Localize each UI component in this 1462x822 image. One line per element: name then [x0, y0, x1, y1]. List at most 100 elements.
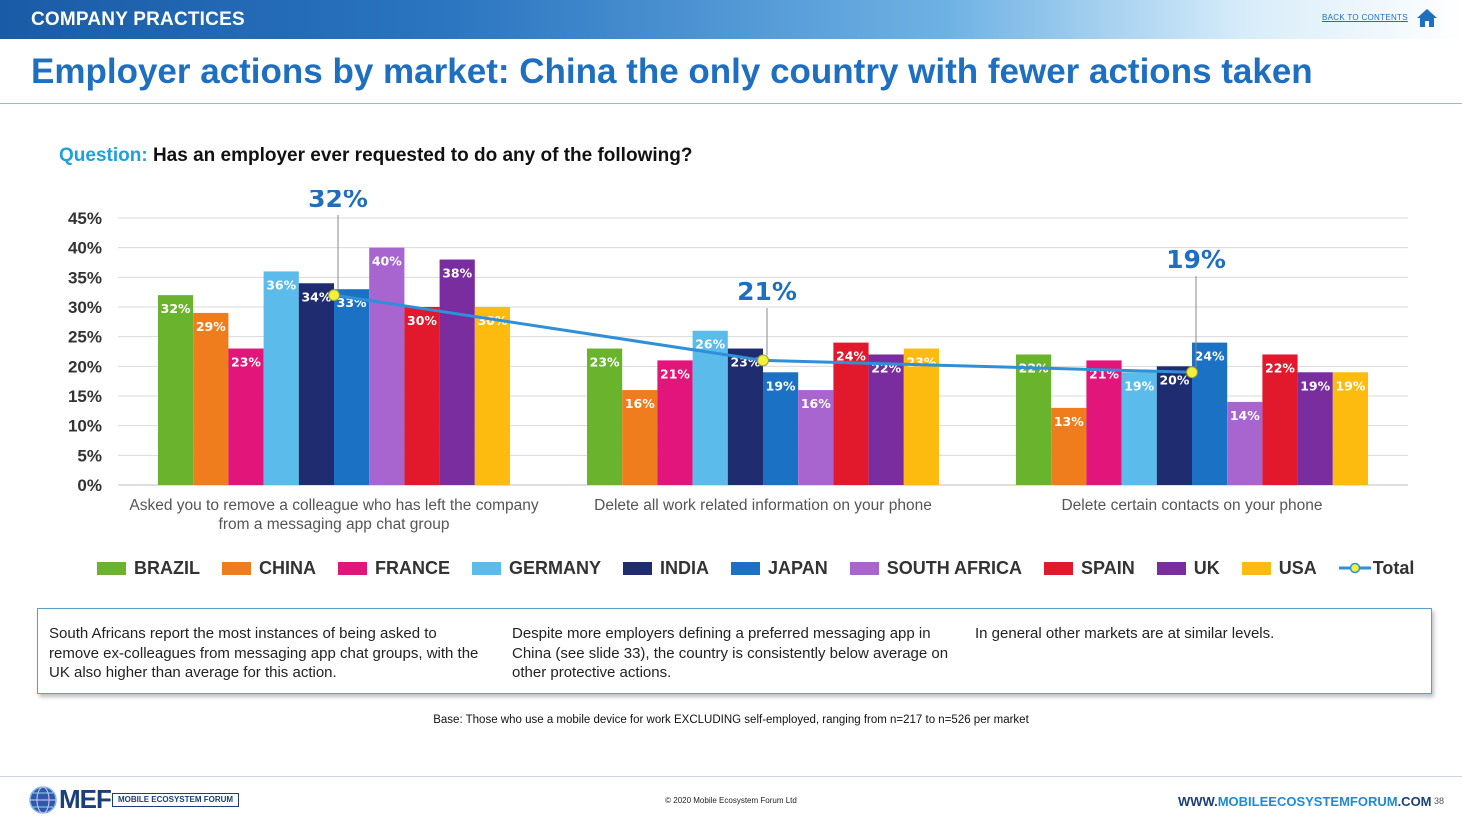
- y-tick-label: 25%: [68, 328, 102, 347]
- legend-swatch: [338, 561, 367, 575]
- legend-label: SPAIN: [1081, 557, 1135, 578]
- legend-swatch: [472, 561, 501, 575]
- y-tick-label: 30%: [68, 298, 102, 317]
- url-highlight: MOBILEECOSYSTEMFORUM: [1217, 794, 1398, 809]
- legend-swatch: [1241, 561, 1271, 575]
- bar: [692, 330, 728, 485]
- bar: [1086, 360, 1122, 485]
- total-point: [757, 354, 769, 367]
- bar: [587, 348, 623, 485]
- bar-value-label: 22%: [1265, 360, 1295, 375]
- copyright: © 2020 Mobile Ecosystem Forum Ltd: [665, 796, 797, 805]
- bar-value-label: 16%: [801, 396, 831, 411]
- bar: [1051, 407, 1087, 485]
- legend-label: JAPAN: [768, 557, 828, 578]
- footer-url[interactable]: WWW.MOBILEECOSYSTEMFORUM.COM: [1178, 794, 1432, 809]
- mef-globe-logo: [29, 786, 57, 814]
- bar-value-label: 23%: [231, 355, 261, 370]
- bar-value-label: 21%: [660, 366, 690, 381]
- bar: [298, 283, 334, 485]
- category-label: Delete certain contacts on your phone: [1061, 497, 1322, 514]
- y-tick-label: 0%: [77, 476, 102, 495]
- legend-label: USA: [1278, 557, 1317, 578]
- base-note: Base: Those who use a mobile device for …: [433, 714, 1029, 726]
- total-value-label: 32%: [308, 190, 368, 213]
- page-title: Employer actions by market: China the on…: [31, 52, 1313, 91]
- bar: [369, 247, 405, 485]
- bar-value-label: 23%: [590, 355, 620, 370]
- y-tick-label: 35%: [68, 268, 102, 287]
- legend-swatch: [97, 561, 126, 575]
- bar: [1262, 354, 1298, 485]
- bar: [622, 390, 658, 485]
- legend-item: BRAZIL: [97, 558, 200, 579]
- bar: [193, 312, 229, 485]
- legend-swatch: [1156, 561, 1186, 575]
- bar: [657, 360, 693, 485]
- y-tick-label: 5%: [77, 446, 102, 465]
- section-title: COMPANY PRACTICES: [31, 9, 245, 30]
- footer-logo-text: MEF: [59, 784, 112, 814]
- legend-item: USA: [1241, 557, 1317, 579]
- legend-item: UK: [1156, 558, 1220, 579]
- y-tick-label: 20%: [68, 357, 102, 376]
- bar-value-label: 19%: [1300, 378, 1330, 393]
- y-tick-label: 40%: [68, 239, 102, 258]
- bar-value-label: 36%: [266, 277, 296, 292]
- bar: [158, 295, 194, 485]
- legend-item: GERMANY: [472, 558, 601, 579]
- bar-value-label: 32%: [161, 301, 191, 316]
- legend-item: SPAIN: [1044, 558, 1135, 579]
- bar-value-label: 19%: [766, 378, 796, 393]
- total-point: [1186, 366, 1198, 379]
- insight-text: South Africans report the most instances…: [49, 625, 479, 681]
- y-tick-label: 45%: [68, 209, 102, 228]
- total-value-label: 21%: [737, 277, 797, 306]
- bar-value-label: 13%: [1054, 414, 1084, 429]
- legend-swatch: [222, 561, 251, 575]
- legend-label: GERMANY: [509, 557, 602, 578]
- bar-value-label: 29%: [196, 319, 226, 334]
- bar: [404, 307, 440, 485]
- bar: [1227, 401, 1263, 485]
- question-label: Question:: [59, 145, 148, 166]
- home-icon[interactable]: [1416, 8, 1438, 28]
- header-bar: [0, 0, 1462, 39]
- y-tick-label: 10%: [68, 417, 102, 436]
- bar: [868, 354, 904, 485]
- legend-item: SOUTH AFRICA: [849, 557, 1023, 579]
- legend-item-total: Total: [1338, 558, 1414, 579]
- page-number: 38: [1434, 796, 1445, 806]
- bar-value-label: 26%: [695, 337, 725, 352]
- chart-legend: BRAZIL CHINA FRANCE GERMANY INDIA JAPAN SOUTH …: [97, 557, 1414, 579]
- insight-text: In general other markets are at similar …: [975, 625, 1275, 642]
- category-label: Delete all work related information on y…: [594, 497, 932, 514]
- bar-value-label: 20%: [1159, 372, 1189, 387]
- legend-line-marker: [1338, 562, 1371, 574]
- bar: [903, 348, 939, 485]
- bar-value-label: 38%: [442, 266, 472, 281]
- category-label: Asked you to remove a colleague who has …: [129, 497, 539, 514]
- bar: [1192, 342, 1228, 485]
- legend-label: SOUTH AFRICA: [886, 557, 1023, 578]
- url-suffix: .COM: [1397, 794, 1432, 809]
- bar-value-label: 40%: [372, 254, 402, 269]
- bar: [1297, 372, 1333, 485]
- bar: [1156, 366, 1192, 485]
- bar: [263, 271, 299, 485]
- back-to-contents-link[interactable]: BACK TO CONTENTS: [1322, 13, 1408, 22]
- bar: [833, 342, 869, 485]
- bar-value-label: 34%: [301, 289, 331, 304]
- bar-value-label: 14%: [1230, 408, 1260, 423]
- legend-swatch: [1044, 561, 1074, 575]
- bar-value-label: 24%: [1195, 349, 1225, 364]
- bar: [439, 259, 475, 485]
- insight-box: South Africans report the most instances…: [37, 608, 1432, 694]
- bar-value-label: 19%: [1124, 378, 1154, 393]
- legend-item: FRANCE: [338, 558, 450, 579]
- bar: [1121, 372, 1157, 485]
- bar: [727, 348, 763, 485]
- legend-label: BRAZIL: [134, 557, 200, 578]
- legend-label: FRANCE: [375, 557, 450, 578]
- legend-label: INDIA: [660, 557, 710, 578]
